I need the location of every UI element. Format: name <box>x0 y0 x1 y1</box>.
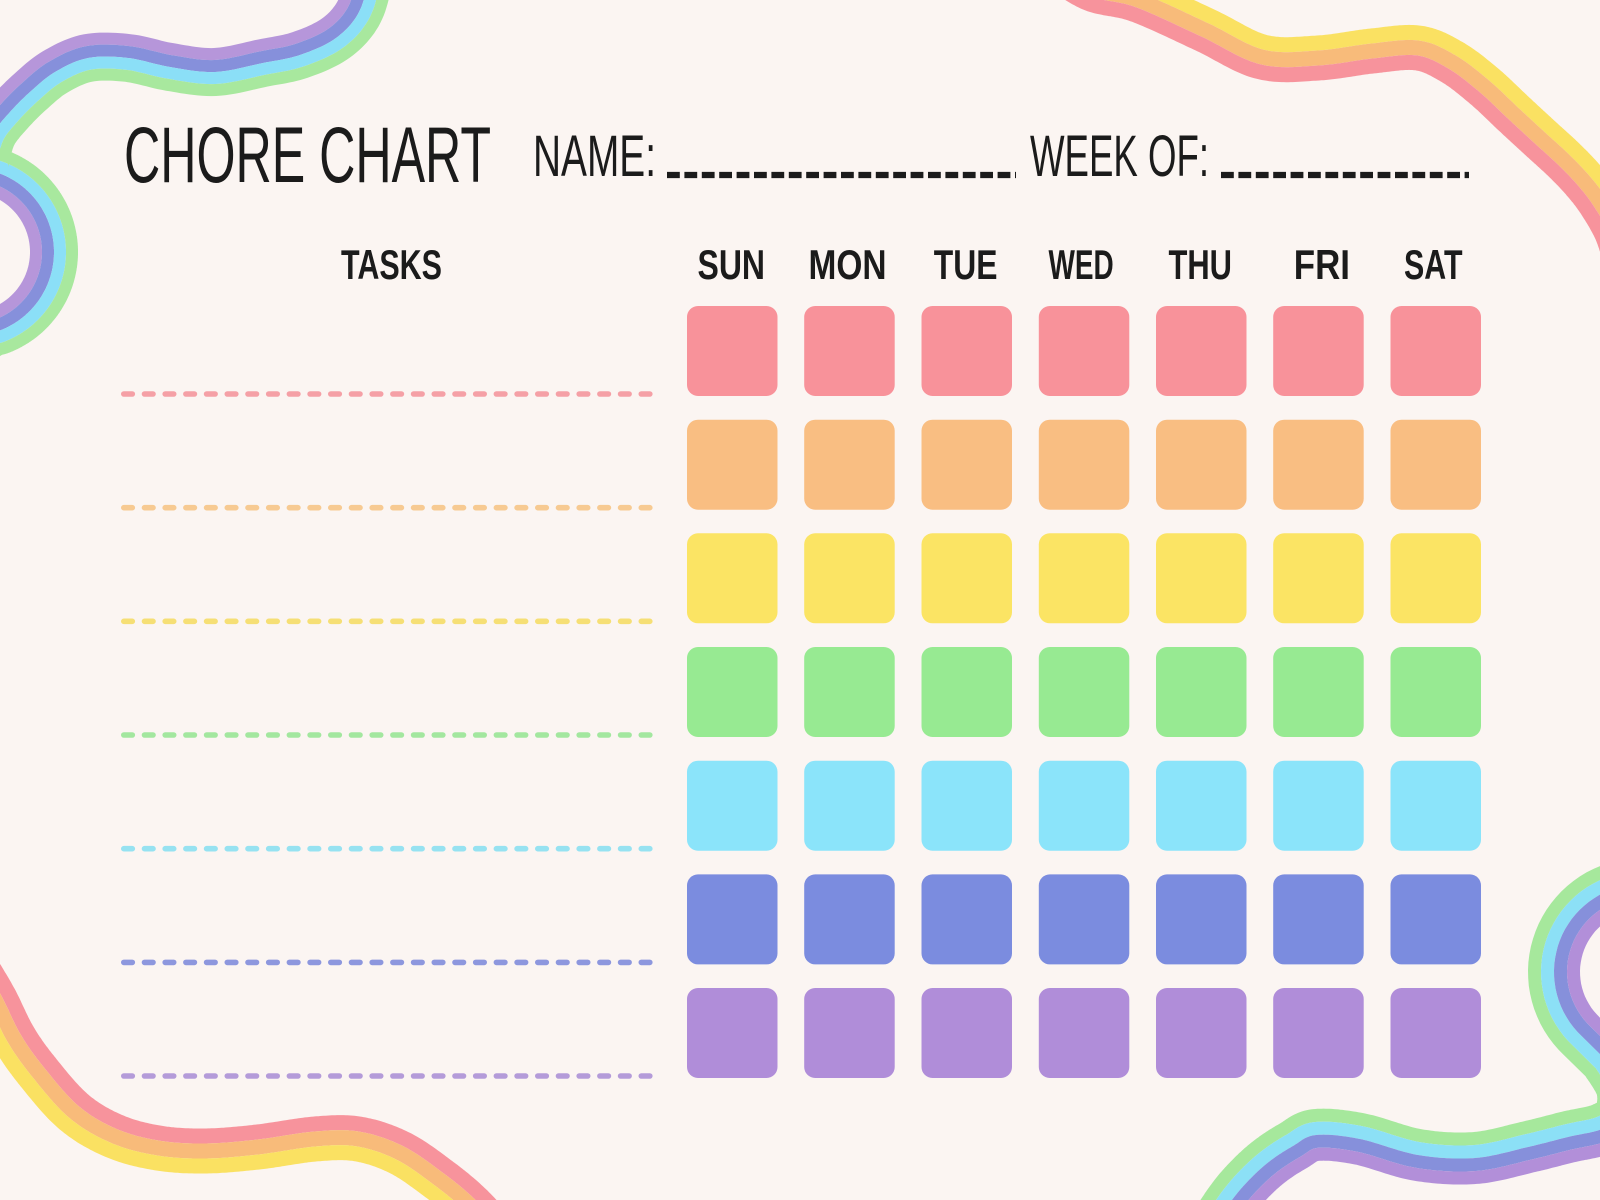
svg-text:MON: MON <box>809 241 887 288</box>
svg-text:THU: THU <box>1169 241 1233 288</box>
svg-text:SUN: SUN <box>698 241 766 288</box>
svg-text:CHORE CHART: CHORE CHART <box>124 110 491 199</box>
svg-text:WEEK OF:: WEEK OF: <box>1030 124 1209 189</box>
svg-text:TUE: TUE <box>934 241 998 288</box>
svg-text:WED: WED <box>1049 241 1114 288</box>
svg-text:FRI: FRI <box>1294 241 1350 288</box>
svg-text:SAT: SAT <box>1404 241 1463 288</box>
svg-text:TASKS: TASKS <box>341 241 442 288</box>
svg-text:NAME:: NAME: <box>533 124 656 189</box>
